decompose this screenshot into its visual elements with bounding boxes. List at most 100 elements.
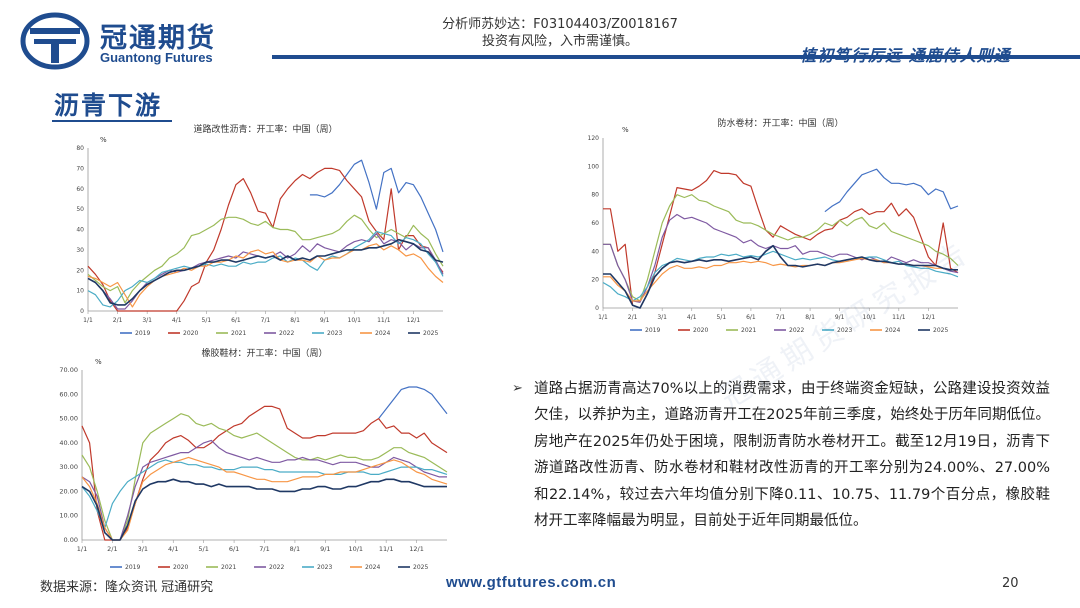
series-line-2025 (81, 478, 447, 541)
y-tick-label: 10 (76, 288, 84, 295)
legend-label-2021: 2021 (741, 327, 756, 334)
title-underline (52, 120, 172, 122)
x-tick-label: 6/1 (229, 545, 239, 553)
y-tick-label: 80 (76, 145, 84, 152)
legend-label-2024: 2024 (365, 564, 380, 571)
x-tick-label: 1/1 (83, 317, 93, 324)
data-source: 数据来源：隆众资讯 冠通研究 (40, 580, 214, 595)
series-line-2025 (603, 244, 958, 309)
website-link[interactable]: www.gtfutures.com.cn (446, 574, 617, 591)
x-tick-label: 11/1 (377, 317, 391, 324)
legend-label-2020: 2020 (173, 564, 188, 571)
x-tick-label: 5/1 (717, 314, 727, 321)
logo-english-name: Guantong Futures (100, 50, 213, 65)
x-tick-label: 1/1 (598, 314, 608, 321)
series-line-2023 (81, 459, 448, 529)
page-title: 沥青下游 (54, 91, 163, 120)
legend-label-2023: 2023 (327, 330, 342, 337)
legend-label-2021: 2021 (231, 330, 246, 337)
series-line-2022 (603, 213, 959, 303)
analyst-line: 分析师苏妙达：F03104403/Z0018167 (442, 17, 678, 32)
legend-label-2022: 2022 (789, 327, 804, 334)
y-tick-label: 60 (76, 186, 84, 193)
x-tick-label: 3/1 (138, 545, 148, 553)
series-line-2024 (87, 243, 444, 308)
series-line-2023 (602, 250, 959, 302)
x-tick-label: 10/1 (348, 545, 363, 553)
y-tick-label: 20 (591, 277, 599, 284)
x-tick-label: 5/1 (202, 317, 212, 324)
series-line-2020 (81, 405, 448, 541)
x-tick-label: 7/1 (776, 314, 786, 321)
series-line-2019 (309, 159, 444, 253)
x-tick-label: 8/1 (290, 317, 300, 324)
legend-label-2023: 2023 (317, 564, 332, 571)
legend-label-2022: 2022 (269, 564, 284, 571)
y-unit-label: % (95, 358, 102, 366)
x-tick-label: 4/1 (687, 314, 697, 321)
x-tick-label: 7/1 (259, 545, 269, 553)
x-tick-label: 1/1 (77, 545, 87, 553)
y-tick-label: 80 (591, 192, 599, 199)
x-tick-label: 12/1 (922, 314, 936, 321)
y-tick-label: 0.00 (64, 536, 78, 544)
y-unit-label: % (100, 136, 107, 144)
chart-title: 防水卷材：开工率：中国（周） (717, 117, 843, 129)
company-slogan: 植初笃行厉远 通鹿侍人则通 (800, 46, 1011, 65)
series-line-2020 (87, 167, 444, 312)
x-tick-label: 2/1 (628, 314, 638, 321)
x-tick-label: 9/1 (320, 317, 330, 324)
x-tick-label: 6/1 (231, 317, 241, 324)
legend-label-2019: 2019 (645, 327, 660, 334)
x-tick-label: 6/1 (746, 314, 756, 321)
legend-label-2021: 2021 (221, 564, 236, 571)
y-tick-label: 70 (76, 165, 84, 172)
logo-chinese-name: 冠通期货 (100, 23, 216, 54)
waterproof-membrane-chart: 防水卷材：开工率：中国（周）% 0 20 40 60 80 100 120 1/1 2/1 3/1 4… (588, 117, 959, 334)
series-line-2022 (81, 439, 447, 541)
y-tick-label: 0 (595, 305, 599, 312)
legend-label-2019: 2019 (125, 564, 140, 571)
y-tick-label: 10.00 (59, 512, 78, 520)
x-tick-label: 2/1 (113, 317, 123, 324)
page-number: 20 (1002, 576, 1019, 591)
y-unit-label: % (622, 126, 629, 134)
x-tick-label: 7/1 (261, 317, 271, 324)
chart-title: 道路改性沥青：开工率：中国（周） (193, 123, 337, 135)
series-line-2023 (87, 230, 444, 308)
y-tick-label: 50 (76, 206, 84, 213)
x-tick-label: 12/1 (407, 317, 421, 324)
y-tick-label: 0 (80, 308, 84, 315)
series-line-2019 (378, 386, 448, 419)
legend-label-2025: 2025 (933, 327, 948, 334)
legend-label-2023: 2023 (837, 327, 852, 334)
x-tick-label: 4/1 (168, 545, 178, 553)
y-tick-label: 30.00 (59, 463, 78, 471)
series-line-2021 (81, 413, 448, 541)
y-tick-label: 40 (591, 248, 599, 255)
rubber-shoe-chart: 橡胶鞋材：开工率：中国（周）% 0.00 10.00 20.00 30.00 40.00 5… (59, 347, 448, 571)
x-tick-label: 9/1 (320, 545, 330, 553)
bullet-arrow-icon: ➢ (512, 381, 523, 396)
y-tick-label: 20.00 (59, 487, 78, 495)
x-tick-label: 9/1 (835, 314, 845, 321)
legend-label-2019: 2019 (135, 330, 150, 337)
legend-label-2024: 2024 (885, 327, 900, 334)
series-line-2019 (824, 168, 959, 213)
legend-label-2024: 2024 (375, 330, 390, 337)
header-divider (272, 55, 1080, 59)
legend-label-2020: 2020 (183, 330, 198, 337)
x-tick-label: 8/1 (290, 545, 300, 553)
y-tick-label: 30 (76, 247, 84, 254)
legend-label-2020: 2020 (693, 327, 708, 334)
x-tick-label: 10/1 (348, 317, 362, 324)
road-asphalt-chart: 道路改性沥青：开工率：中国（周）% 0 10 20 30 40 50 60 70 80 1/1 2/1… (76, 123, 444, 337)
y-tick-label: 100 (588, 163, 600, 170)
series-line-2025 (87, 238, 444, 306)
x-tick-label: 3/1 (142, 317, 152, 324)
series-line-2020 (603, 170, 959, 309)
y-tick-label: 60 (591, 220, 599, 227)
legend-label-2022: 2022 (279, 330, 294, 337)
legend-label-2025: 2025 (413, 564, 428, 571)
analysis-paragraph: 道路占据沥青高达70%以上的消费需求，由于终端资金短缺，公路建设投资效益欠佳，以… (534, 381, 1050, 530)
